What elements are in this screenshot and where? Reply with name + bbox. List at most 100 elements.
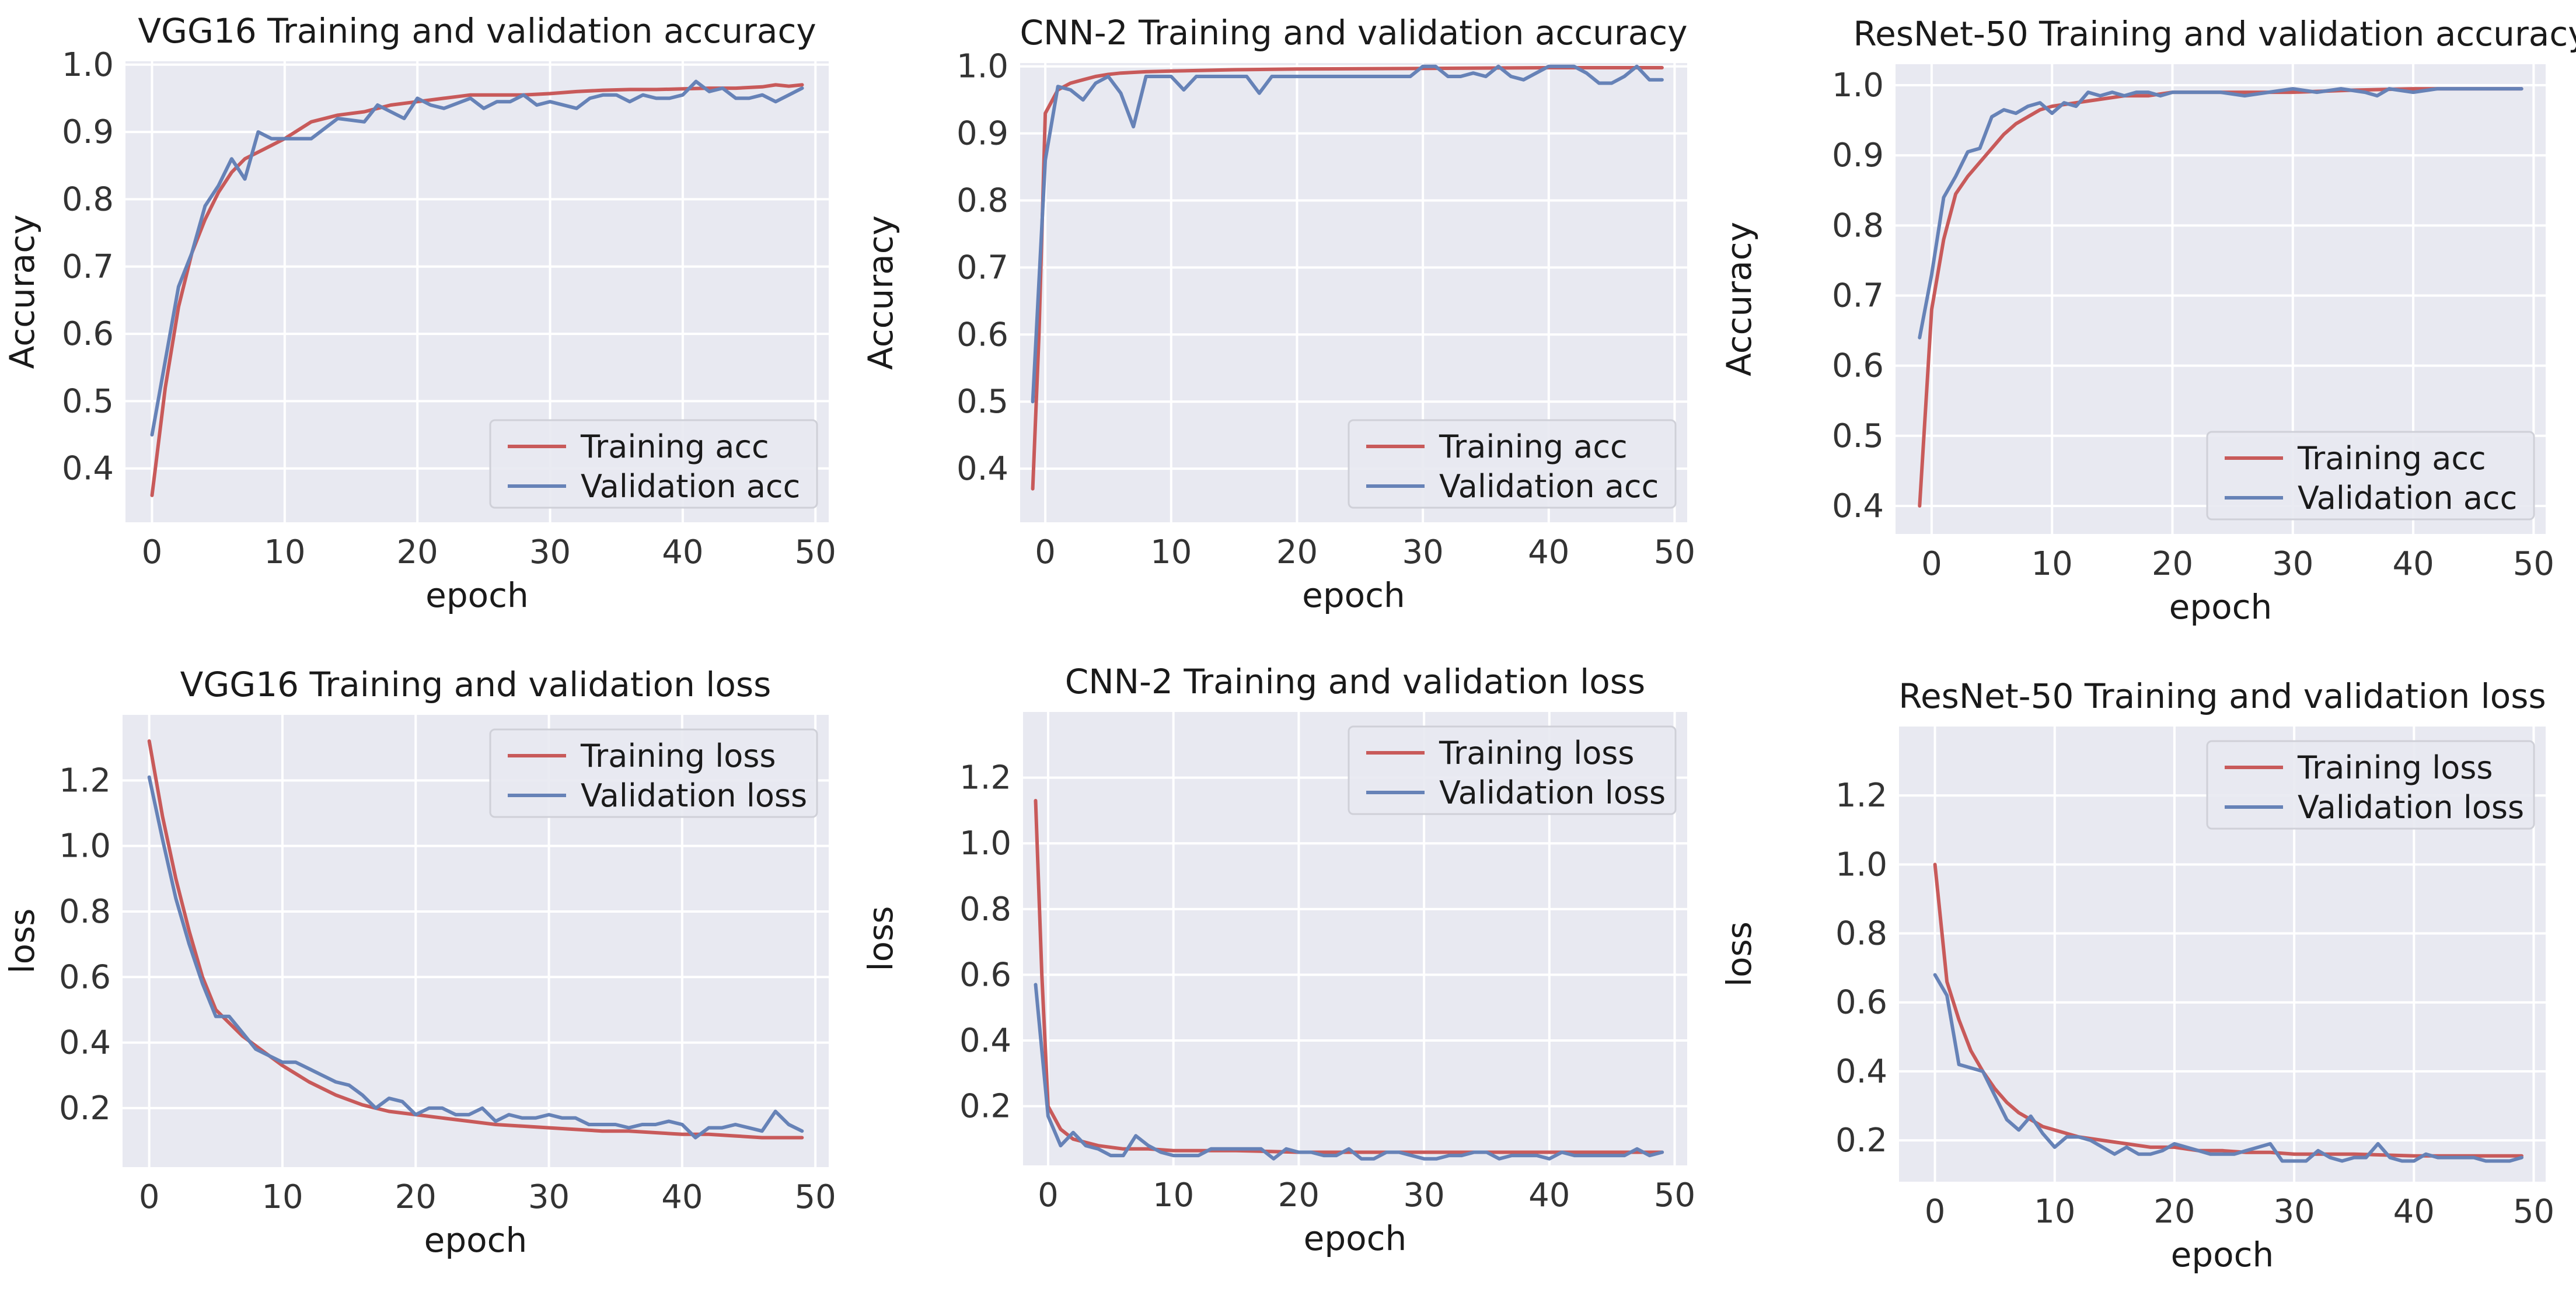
x-tick-label: 30 — [529, 533, 571, 571]
legend-box — [1348, 725, 1677, 815]
x-axis-label: epoch — [424, 1220, 528, 1260]
y-tick-label: 0.5 — [62, 382, 114, 420]
legend-label: Validation acc — [1439, 468, 1659, 505]
x-tick-label: 50 — [1654, 1176, 1695, 1214]
y-axis-label: loss — [861, 906, 900, 971]
legend-label: Validation loss — [1439, 774, 1666, 811]
y-tick-label: 0.6 — [957, 316, 1008, 354]
y-tick-label: 0.4 — [1832, 487, 1884, 525]
chart-resnet50-accuracy: 0 10 20 30 40 50 0.4 0.5 0.6 0.7 0.8 0.9 1.0 ResNet-5… — [1719, 14, 2576, 627]
x-tick-label: 0 — [1925, 1193, 1946, 1231]
y-tick-label: 1.0 — [62, 46, 114, 84]
chart-title: ResNet-50 Training and validation accura… — [1853, 14, 2576, 54]
legend-box — [489, 728, 818, 818]
x-tick-label: 10 — [2034, 1193, 2075, 1231]
y-tick-label: 0.6 — [1835, 984, 1887, 1022]
x-tick-label: 50 — [2513, 1193, 2554, 1231]
y-tick-label: 0.9 — [1832, 137, 1884, 174]
y-tick-label: 0.6 — [59, 958, 111, 996]
x-tick-label: 50 — [2513, 545, 2554, 583]
x-tick-label: 40 — [1528, 1176, 1570, 1214]
y-tick-label: 1.2 — [59, 762, 111, 799]
y-tick-label: 0.7 — [62, 248, 114, 286]
y-tick-label: 0.7 — [1832, 277, 1884, 315]
x-tick-label: 40 — [1528, 533, 1569, 571]
series-line-training — [147, 739, 804, 1140]
y-tick-label: 0.8 — [1835, 915, 1887, 953]
chart-title: ResNet-50 Training and validation loss — [1898, 676, 2546, 716]
y-tick-label: 0.8 — [62, 180, 114, 218]
legend-label: Training loss — [580, 738, 776, 774]
y-axis-label: loss — [2, 908, 42, 973]
x-axis-label: epoch — [2169, 587, 2273, 627]
legend-box — [2206, 431, 2535, 521]
x-tick-label: 40 — [2393, 1193, 2435, 1231]
x-axis-label: epoch — [2171, 1235, 2274, 1274]
y-axis-label: loss — [1719, 921, 1759, 987]
chart-title: VGG16 Training and validation loss — [180, 665, 772, 704]
y-tick-label: 0.8 — [959, 891, 1011, 928]
legend-box — [489, 419, 818, 509]
x-tick-label: 10 — [264, 533, 305, 571]
x-tick-label: 30 — [1402, 533, 1443, 571]
chart-title: CNN-2 Training and validation accuracy — [1020, 13, 1687, 53]
y-tick-label: 1.0 — [59, 827, 111, 865]
x-tick-label: 10 — [261, 1178, 303, 1216]
legend-label: Validation acc — [2298, 480, 2517, 516]
x-tick-label: 0 — [1038, 1176, 1059, 1214]
legend-box — [1348, 419, 1677, 509]
legend-label: Training acc — [1439, 428, 1628, 465]
y-tick-label: 0.6 — [62, 315, 114, 353]
legend-label: Training acc — [580, 428, 769, 465]
y-tick-label: 1.0 — [959, 825, 1011, 863]
x-tick-label: 0 — [1035, 533, 1056, 571]
y-tick-label: 1.0 — [1832, 67, 1884, 104]
y-tick-label: 0.2 — [1835, 1122, 1887, 1160]
legend-label: Validation acc — [581, 468, 800, 505]
series-line-training — [1034, 799, 1664, 1154]
series-line-validation — [1031, 64, 1664, 404]
legend-label: Training acc — [2297, 440, 2486, 477]
x-tick-label: 20 — [1278, 1176, 1320, 1214]
legend-box — [2206, 740, 2535, 830]
x-tick-label: 40 — [662, 533, 703, 571]
y-tick-label: 1.0 — [957, 48, 1008, 86]
y-tick-label: 0.4 — [957, 450, 1008, 488]
x-tick-label: 50 — [1654, 533, 1695, 571]
series-line-training — [1031, 66, 1664, 491]
y-tick-label: 0.5 — [1832, 417, 1884, 455]
x-axis-label: epoch — [1304, 1218, 1407, 1258]
x-tick-label: 40 — [2392, 545, 2434, 583]
chart-vgg16-loss: 0 10 20 30 40 50 0.2 0.4 0.6 0.8 1.0 1.2 VGG16 Train… — [2, 665, 836, 1260]
y-tick-label: 0.6 — [959, 956, 1011, 994]
x-tick-label: 20 — [1276, 533, 1318, 571]
y-axis-label: Accuracy — [1719, 222, 1759, 376]
x-tick-label: 20 — [2153, 1193, 2195, 1231]
x-tick-label: 30 — [528, 1178, 570, 1216]
x-tick-label: 50 — [795, 1178, 836, 1216]
y-tick-label: 1.0 — [1835, 846, 1887, 884]
y-axis-label: Accuracy — [2, 215, 42, 369]
y-tick-label: 0.8 — [1832, 207, 1884, 245]
x-tick-label: 30 — [2272, 545, 2313, 583]
x-tick-label: 10 — [1153, 1176, 1194, 1214]
y-tick-label: 1.2 — [959, 759, 1011, 797]
chart-title: VGG16 Training and validation accuracy — [138, 11, 816, 51]
x-tick-label: 0 — [142, 533, 163, 571]
y-tick-label: 0.9 — [957, 115, 1008, 153]
chart-title: CNN-2 Training and validation loss — [1065, 662, 1645, 701]
x-tick-label: 20 — [2152, 545, 2193, 583]
y-tick-label: 0.4 — [1835, 1053, 1887, 1091]
x-tick-label: 0 — [1921, 545, 1942, 583]
chart-resnet50-loss: 0 10 20 30 40 50 0.2 0.4 0.6 0.8 1.0 1.2 ResNet-50 T… — [1719, 676, 2554, 1274]
series-line-validation — [147, 775, 804, 1140]
x-tick-label: 40 — [661, 1178, 703, 1216]
y-tick-label: 0.9 — [62, 113, 114, 151]
series-line-validation — [150, 79, 804, 437]
x-tick-label: 30 — [1403, 1176, 1444, 1214]
